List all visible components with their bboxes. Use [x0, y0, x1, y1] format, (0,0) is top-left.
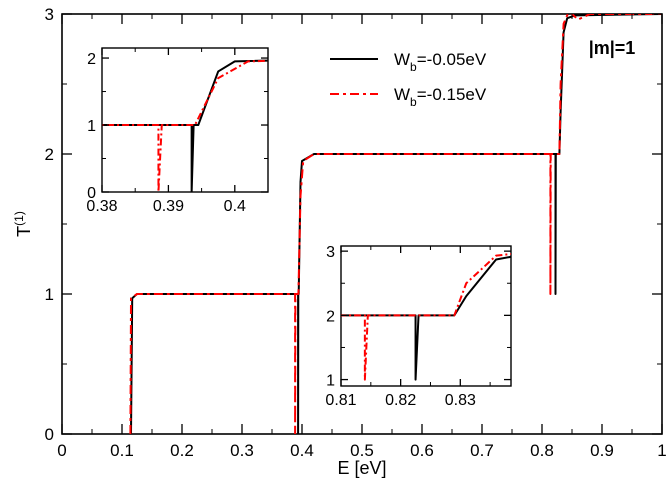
inset-2-series: [341, 253, 511, 381]
y-axis-label-main: T: [14, 226, 34, 237]
main-series-group: [129, 14, 662, 434]
main-x-tick-label-6: 0.6: [410, 441, 434, 460]
main-x-tick-label-9: 0.9: [590, 441, 614, 460]
annotation-m: |m|=1: [589, 38, 636, 58]
main-axis-ticks: 0 0.1 0.2 0.3 0.4 0.5 0.6 0.7 0.8 0.9 1 0 1 2 3: [45, 5, 667, 460]
y-axis-label-superscript: (1): [12, 211, 26, 226]
legend-label-series-2: Wb=-0.15eV: [394, 85, 487, 109]
inset-2-series-1-line: [341, 255, 511, 381]
inset-2-x-tick-label-1: 0.82: [385, 392, 416, 409]
main-series-2-line: [129, 14, 662, 434]
main-y-tick-label-2: 2: [45, 145, 54, 164]
inset-2-x-tick-label-2: 0.83: [445, 392, 476, 409]
inset-1-x-tick-label-2: 0.4: [224, 198, 246, 215]
main-series-1-line: [130, 14, 662, 434]
inset-1: 0.38 0.39 0.4 0 1 2: [86, 47, 269, 215]
main-x-tick-label-2: 0.2: [170, 441, 194, 460]
legend: Wb=-0.05eV Wb=-0.15eV: [330, 50, 487, 109]
inset-2-y-tick-label-2: 3: [326, 244, 335, 261]
inset-1-x-tick-label-0: 0.38: [86, 198, 117, 215]
inset-1-ticks: 0.38 0.39 0.4 0 1 2: [86, 48, 268, 215]
main-x-tick-label-4: 0.4: [290, 441, 314, 460]
inset-2-x-tick-label-0: 0.81: [325, 392, 356, 409]
inset-1-series: [102, 59, 268, 192]
main-x-tick-label-7: 0.7: [470, 441, 494, 460]
main-y-tick-label-1: 1: [45, 285, 54, 304]
main-y-tick-label-3: 3: [45, 5, 54, 24]
y-axis-label: T(1): [12, 211, 34, 237]
legend-label-series-1: Wb=-0.05eV: [394, 50, 487, 74]
inset-2-ticks: 0.81 0.82 0.83 1 2 3: [325, 244, 511, 409]
x-axis-label: E [eV]: [337, 458, 386, 478]
inset-1-y-tick-label-0: 0: [87, 185, 96, 202]
inset-1-y-tick-label-1: 1: [87, 118, 96, 135]
inset-2-y-tick-label-0: 1: [326, 373, 335, 390]
main-x-tick-label-5: 0.5: [350, 441, 374, 460]
inset-1-y-tick-label-2: 2: [87, 51, 96, 68]
inset-2-y-tick-label-1: 2: [326, 308, 335, 325]
main-x-tick-label-0: 0: [57, 441, 66, 460]
inset-2: 0.81 0.82 0.83 1 2 3: [325, 244, 512, 409]
inset-1-frame: [101, 47, 269, 193]
inset-1-x-tick-label-1: 0.39: [153, 198, 184, 215]
inset-1-series-1-line: [102, 59, 268, 192]
main-y-tick-label-0: 0: [45, 425, 54, 444]
main-x-tick-label-1: 0.1: [110, 441, 134, 460]
main-x-tick-label-8: 0.8: [530, 441, 554, 460]
main-x-tick-label-3: 0.3: [230, 441, 254, 460]
main-x-tick-label-10: 1: [657, 441, 666, 460]
